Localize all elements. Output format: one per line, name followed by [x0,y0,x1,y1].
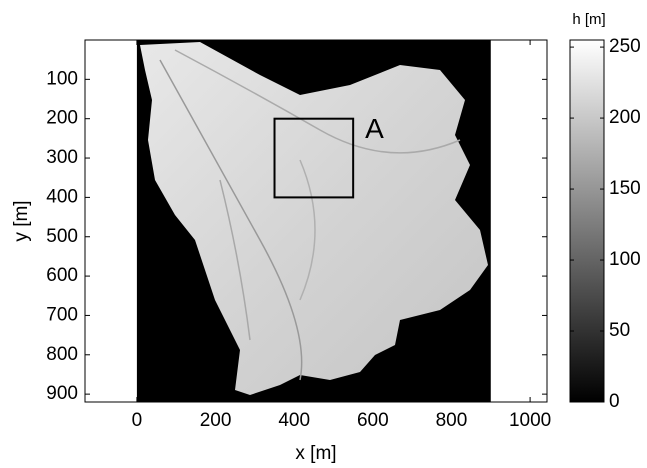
colorbar [570,40,604,402]
y-tick-label: 900 [46,383,78,404]
chart: x [m] y [m] h [m] 0200400600800100010020… [0,0,647,468]
y-axis-label: y [m] [11,200,32,241]
colorbar-tick-label: 250 [609,36,641,57]
page: x [m] y [m] h [m] 0200400600800100010020… [0,0,647,468]
y-tick-label: 200 [46,108,78,129]
y-tick-label: 500 [46,226,78,247]
y-tick-label: 700 [46,304,78,325]
colorbar-tick-label: 100 [609,249,641,270]
y-tick-label: 300 [46,147,78,168]
colorbar-label: h [m] [572,11,605,28]
x-tick-label: 1000 [509,410,551,431]
colorbar-tick-label: 200 [609,107,641,128]
x-tick-label: 600 [357,410,389,431]
x-tick-label: 400 [278,410,310,431]
annotation-label: A [365,113,384,144]
x-tick-label: 800 [436,410,468,431]
y-tick-label: 400 [46,186,78,207]
colorbar-tick-label: 50 [609,320,630,341]
y-tick-label: 800 [46,344,78,365]
x-axis-label: x [m] [295,443,336,464]
colorbar-tick-label: 150 [609,178,641,199]
y-tick-label: 600 [46,265,78,286]
colorbar-tick-label: 0 [609,391,620,412]
x-tick-label: 0 [132,410,143,431]
x-tick-label: 200 [200,410,232,431]
y-tick-label: 100 [46,68,78,89]
plot-area [137,40,491,402]
